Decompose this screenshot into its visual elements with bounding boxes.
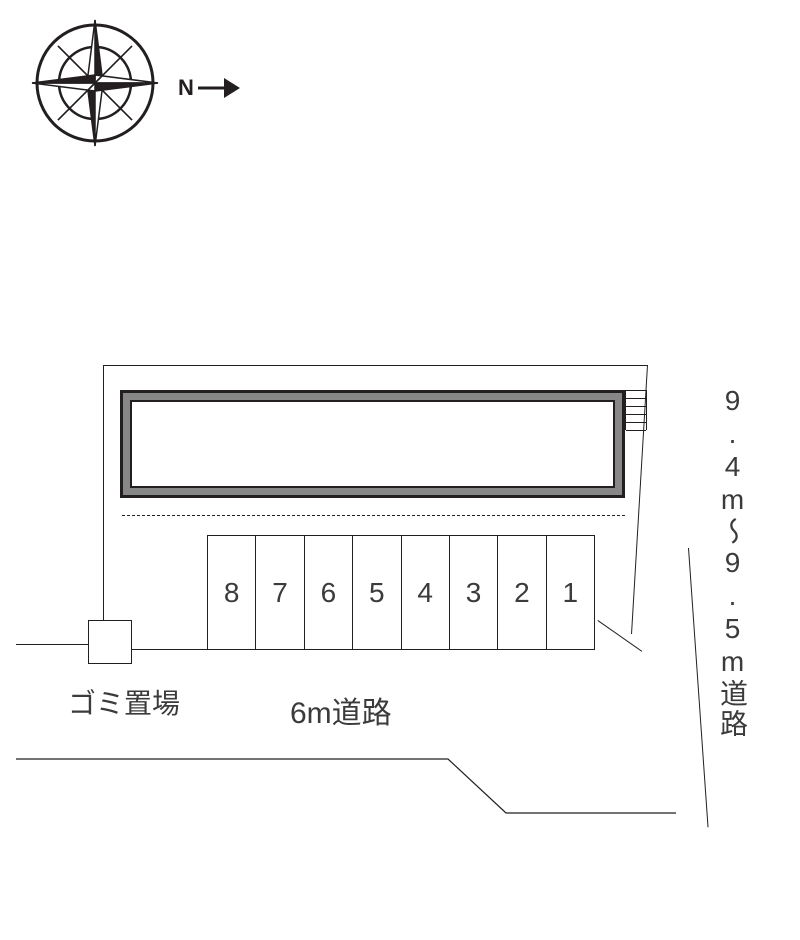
north-arrow-icon [198, 75, 240, 101]
slot-number: 2 [514, 577, 530, 609]
parking-row: 8 7 6 5 4 3 2 1 [207, 535, 595, 650]
slot-number: 8 [224, 577, 240, 609]
road-bottom-label: 6m道路 [290, 688, 392, 732]
slot-number: 6 [321, 577, 337, 609]
road-edge-segment [16, 644, 89, 645]
building-interior [130, 400, 615, 488]
road-right-label: 9.4m～9.5m道路 [712, 385, 752, 739]
compass-rose: N [30, 18, 230, 148]
road-right-edge [688, 548, 709, 827]
road-bottom-edge [16, 758, 676, 848]
site-plan-canvas: N 8 7 6 5 4 3 2 1 ゴミ置場 6m道路 9.4m～9. [0, 0, 800, 940]
building-outline [120, 390, 625, 498]
slot-number: 7 [272, 577, 288, 609]
slot-number: 1 [563, 577, 579, 609]
parking-slot: 4 [401, 535, 449, 650]
slot-number: 4 [417, 577, 433, 609]
north-label: N [178, 75, 194, 101]
stairs-icon [625, 390, 647, 430]
setback-line [122, 515, 625, 516]
trash-area-box [88, 620, 132, 664]
parking-slot: 7 [255, 535, 303, 650]
slot-number: 3 [466, 577, 482, 609]
parking-slot: 8 [207, 535, 255, 650]
parking-slot: 3 [449, 535, 497, 650]
parking-slot: 1 [546, 535, 595, 650]
trash-area-label: ゴミ置場 [68, 682, 180, 722]
parking-slot: 6 [304, 535, 352, 650]
parking-slot: 5 [352, 535, 400, 650]
compass-icon [30, 18, 175, 148]
slot-number: 5 [369, 577, 385, 609]
parking-slot: 2 [497, 535, 545, 650]
